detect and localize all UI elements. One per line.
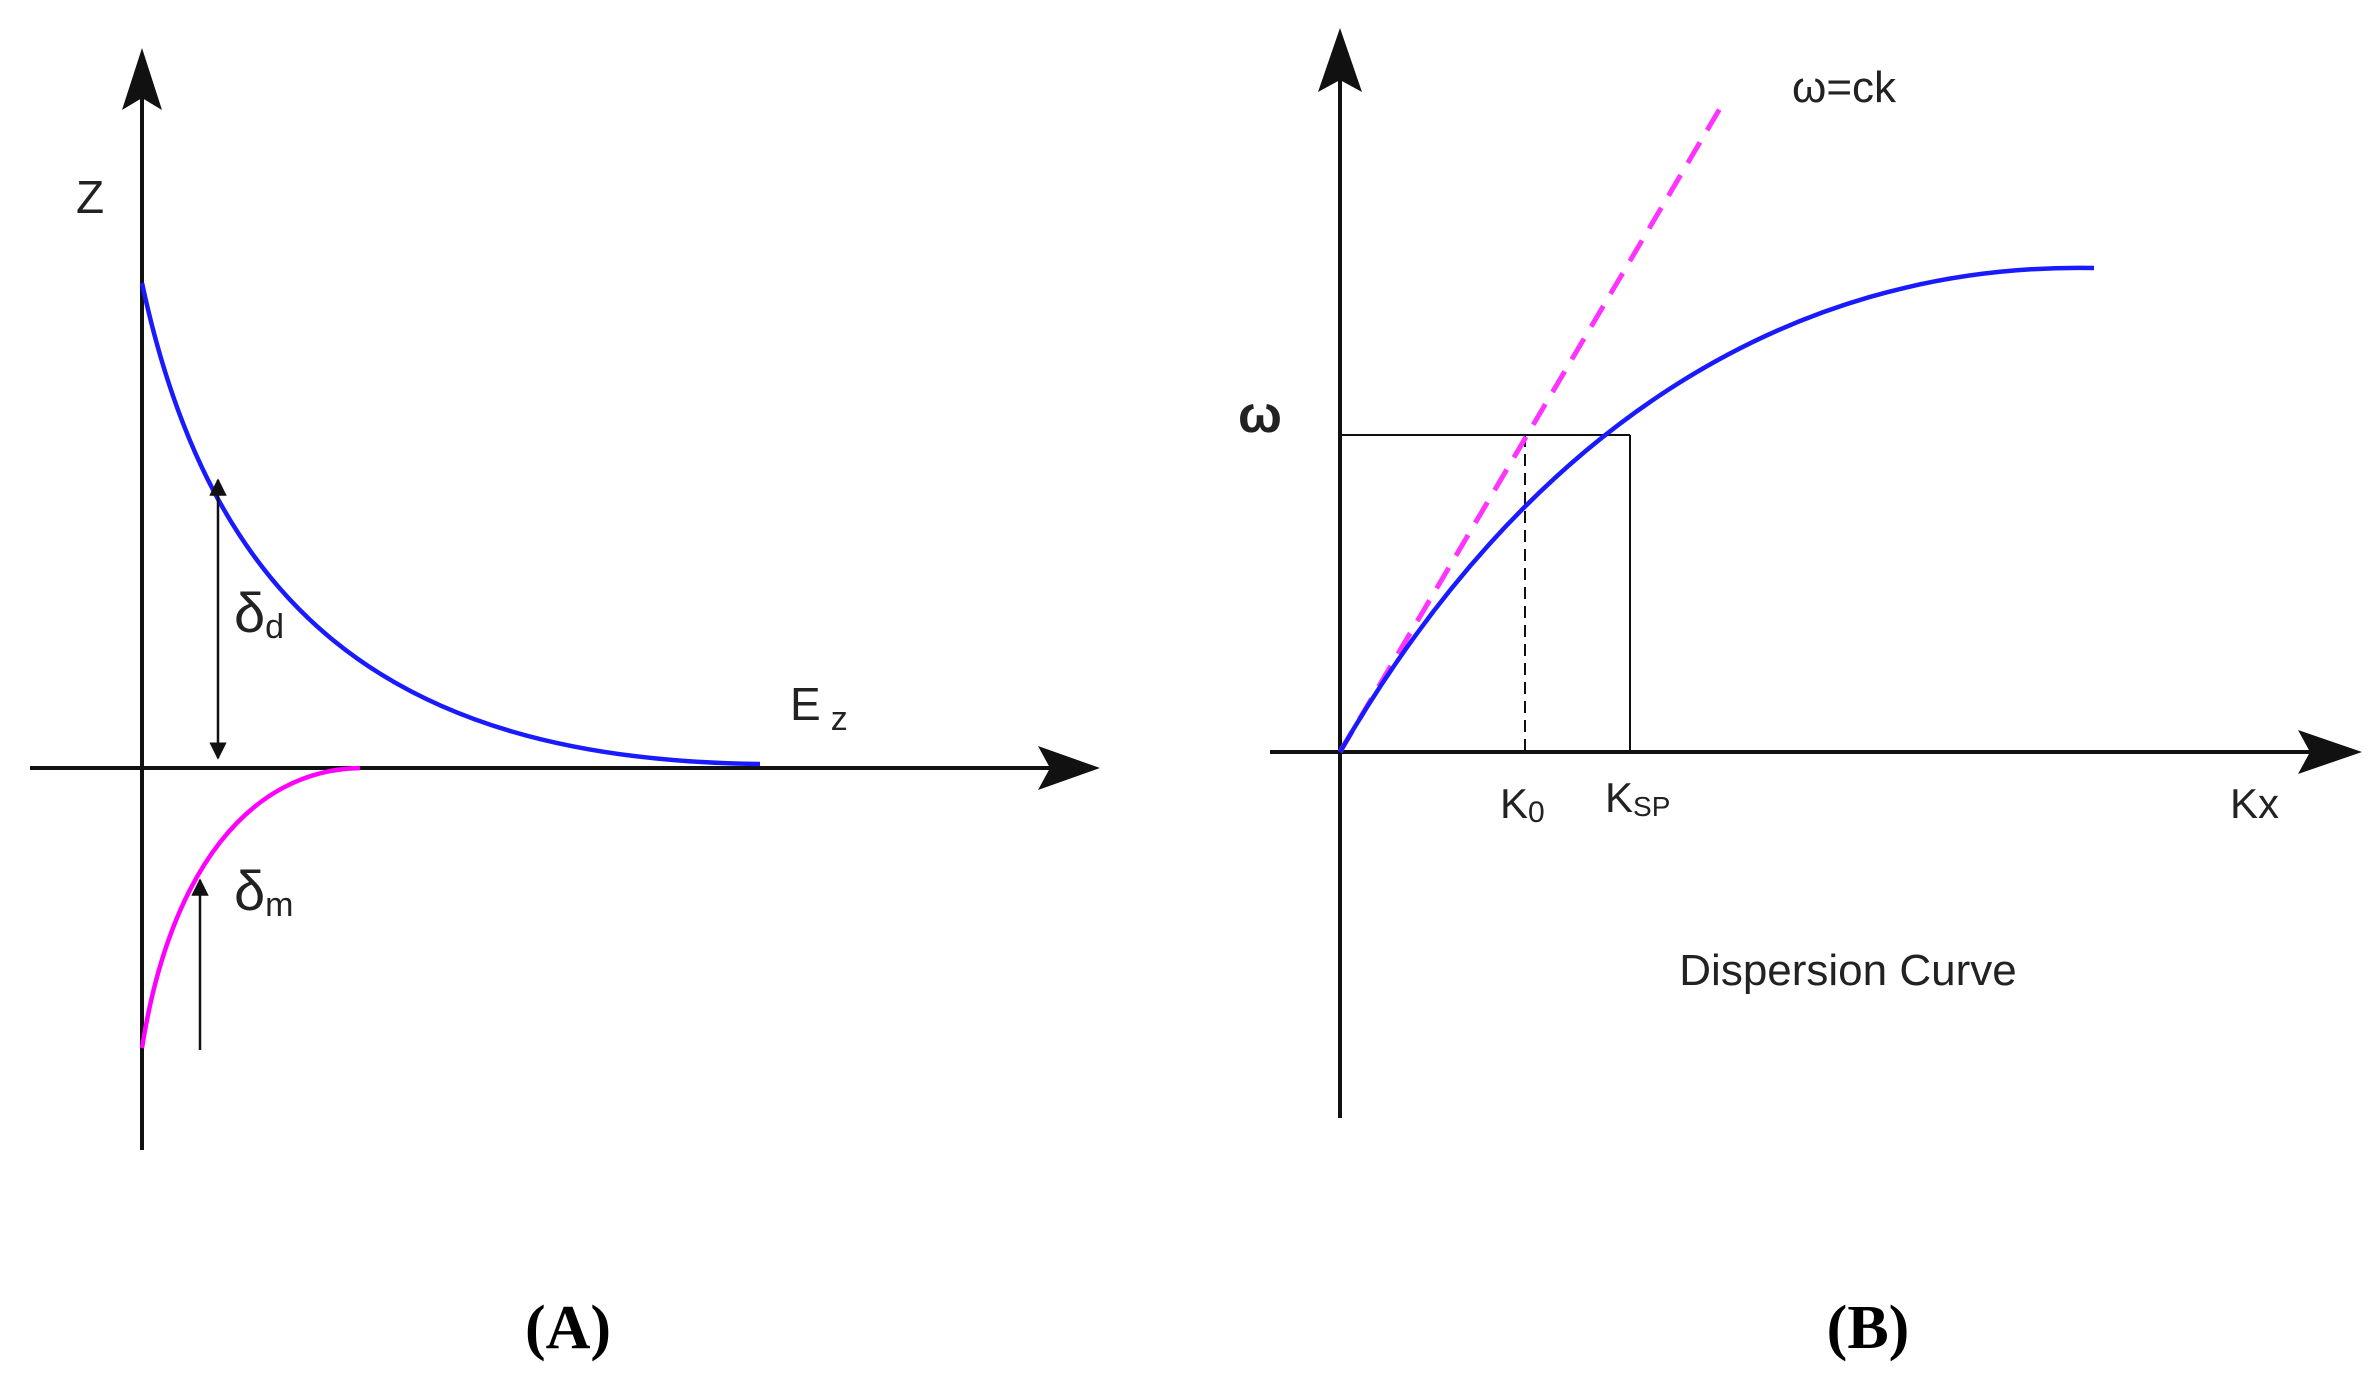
dispersion-curve-subtitle: Dispersion Curve xyxy=(1679,946,2016,995)
k0-label: K0 xyxy=(1500,780,1545,829)
dielectric-field-curve xyxy=(139,282,761,767)
delta-m-label: δm xyxy=(234,859,294,924)
ksp-label: KSP xyxy=(1605,774,1670,822)
omega-axis-arrowhead xyxy=(1318,28,1362,92)
z-axis-arrowhead xyxy=(122,48,162,110)
panel-b: ω=ck ω K0 KSP Kx Dispersion Curve (B) xyxy=(1238,28,2362,1362)
kx-axis-label: Kx xyxy=(2230,780,2279,827)
z-axis-label: Z xyxy=(76,171,104,223)
panel-b-caption: (B) xyxy=(1827,1294,1910,1362)
panel-a-caption: (A) xyxy=(525,1294,611,1362)
light-line xyxy=(1337,103,1725,754)
light-line-label: ω=ck xyxy=(1792,63,1897,112)
sp-dispersion-curve xyxy=(1338,265,2095,754)
x-axis-arrowhead xyxy=(1038,746,1100,790)
metal-field-curve xyxy=(139,765,361,1049)
omega-axis-label: ω xyxy=(1238,386,1282,444)
k-axis-arrowhead xyxy=(2298,730,2362,774)
delta-d-label: δd xyxy=(234,581,284,646)
